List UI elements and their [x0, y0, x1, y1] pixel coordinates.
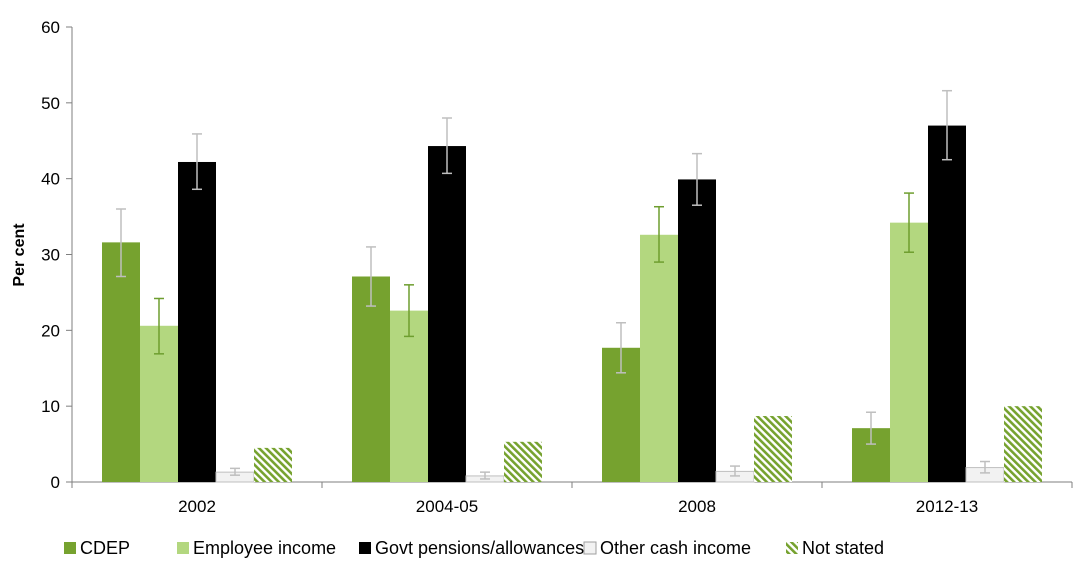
bar-2002-2	[178, 161, 216, 482]
bar-2008-4	[754, 416, 792, 482]
legend-swatch-4	[786, 542, 798, 554]
legend-swatch-1	[177, 542, 189, 554]
x-tick-label: 2012-13	[916, 497, 978, 516]
bar-2012-13-1	[890, 222, 928, 482]
legend: CDEP Employee income Govt pensions/allowan…	[64, 538, 884, 558]
y-tick-label: 0	[51, 473, 60, 492]
legend-label-0: CDEP	[80, 538, 130, 558]
x-tick-label: 2008	[678, 497, 716, 516]
x-tick-label: 2002	[178, 497, 216, 516]
y-tick-label: 60	[41, 18, 60, 37]
y-tick-label: 40	[41, 170, 60, 189]
bar-2004-05-4	[504, 441, 542, 482]
legend-swatch-3	[583, 541, 597, 555]
bar-2004-05-0	[352, 276, 390, 482]
x-tick-label: 2004-05	[416, 497, 478, 516]
legend-label-2: Govt pensions/allowances	[375, 538, 584, 558]
bar-2002-0	[102, 242, 140, 482]
y-tick-label: 30	[41, 246, 60, 265]
legend-label-4: Not stated	[802, 538, 884, 558]
legend-label-3: Other cash income	[600, 538, 751, 558]
legend-swatch-2	[359, 542, 371, 554]
y-tick-label: 50	[41, 94, 60, 113]
bar-2012-13-2	[928, 125, 966, 482]
bar-2002-4	[254, 447, 292, 482]
bar-2012-13-4	[1004, 406, 1042, 482]
bar-2004-05-1	[390, 310, 428, 482]
plot-area: 0 10 20 30 40 50 60 2002 2004-05 2008 2012-13	[41, 18, 1073, 516]
bar-2004-05-2	[428, 146, 466, 482]
bar-2008-2	[678, 179, 716, 483]
y-tick-label: 10	[41, 397, 60, 416]
y-axis-title: Per cent	[11, 223, 28, 287]
legend-swatch-0	[64, 542, 76, 554]
y-tick-label: 20	[41, 321, 60, 340]
bar-2008-1	[640, 234, 678, 482]
legend-label-1: Employee income	[193, 538, 336, 558]
